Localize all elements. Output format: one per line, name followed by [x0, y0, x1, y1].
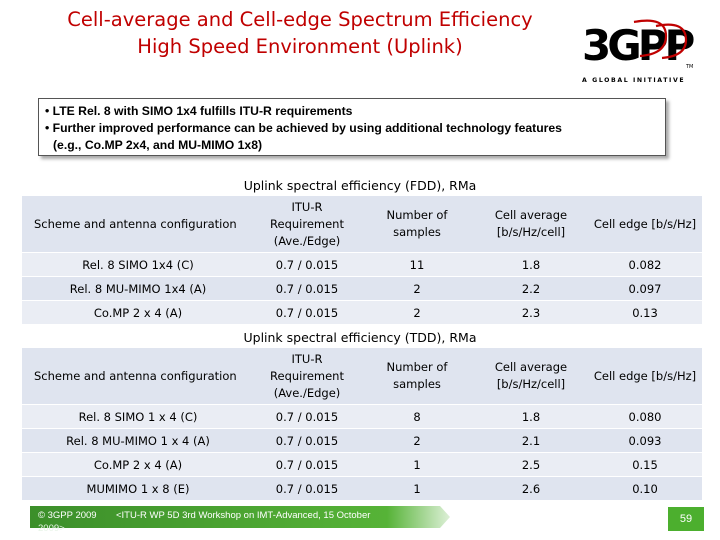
- cell-requirement: 0.7 / 0.015: [254, 404, 360, 429]
- bullet-2-continuation: (e.g., Co.MP 2x4, and MU-MIMO 1x8): [53, 138, 263, 152]
- bullet-box: • LTE Rel. 8 with SIMO 1x4 fulfills ITU-…: [38, 98, 666, 156]
- cell-samples: 11: [360, 252, 474, 277]
- cell-edge: 0.093: [588, 428, 702, 453]
- footer-bar: [30, 506, 450, 528]
- cell-edge: 0.15: [588, 452, 702, 477]
- cell-edge: 0.097: [588, 276, 702, 301]
- cell-samples: 8: [360, 404, 474, 429]
- footer-text: © 3GPP 2009 <ITU-R WP 5D 3rd Workshop on …: [38, 510, 370, 521]
- table-tdd: Scheme and antenna configuration ITU-R R…: [22, 348, 702, 501]
- table-row: Rel. 8 MU-MIMO 1x4 (A) 0.7 / 0.015 2 2.2…: [22, 276, 702, 301]
- table-header-row: Scheme and antenna configuration ITU-R R…: [22, 196, 702, 253]
- table-fdd-caption: Uplink spectral efficiency (FDD), RMa: [243, 178, 477, 193]
- cell-requirement: 0.7 / 0.015: [254, 276, 360, 301]
- header-cell-average: Cell average [b/s/Hz/cell]: [474, 196, 588, 253]
- cell-samples: 1: [360, 452, 474, 477]
- cell-average: 2.5: [474, 452, 588, 477]
- header-itu-requirement: ITU-R Requirement (Ave./Edge): [254, 196, 360, 253]
- logo-tagline: A GLOBAL INITIATIVE: [582, 77, 685, 84]
- footer-event: <ITU-R WP 5D 3rd Workshop on IMT-Advance…: [116, 510, 371, 521]
- cell-scheme: Rel. 8 MU-MIMO 1x4 (A): [22, 276, 254, 301]
- header-scheme: Scheme and antenna configuration: [22, 196, 254, 253]
- cell-scheme: Co.MP 2 x 4 (A): [22, 300, 254, 325]
- cell-average: 2.1: [474, 428, 588, 453]
- cell-scheme: Rel. 8 MU-MIMO 1 x 4 (A): [22, 428, 254, 453]
- cell-average: 1.8: [474, 404, 588, 429]
- title-line-1: Cell-average and Cell-edge Spectrum Effi…: [67, 8, 533, 31]
- table-header-row: Scheme and antenna configuration ITU-R R…: [22, 348, 702, 405]
- cell-samples: 2: [360, 276, 474, 301]
- cell-scheme: MUMIMO 1 x 8 (E): [22, 476, 254, 501]
- cell-samples: 2: [360, 300, 474, 325]
- cell-edge: 0.080: [588, 404, 702, 429]
- table-row: Co.MP 2 x 4 (A) 0.7 / 0.015 1 2.5 0.15: [22, 452, 702, 477]
- header-cell-average: Cell average [b/s/Hz/cell]: [474, 348, 588, 405]
- bullet-2: • Further improved performance can be ac…: [45, 121, 562, 135]
- header-itu-requirement: ITU-R Requirement (Ave./Edge): [254, 348, 360, 405]
- cell-average: 2.3: [474, 300, 588, 325]
- header-cell-edge: Cell edge [b/s/Hz]: [588, 348, 702, 405]
- cell-scheme: Co.MP 2 x 4 (A): [22, 452, 254, 477]
- cell-scheme: Rel. 8 SIMO 1x4 (C): [22, 252, 254, 277]
- header-scheme: Scheme and antenna configuration: [22, 348, 254, 405]
- cell-requirement: 0.7 / 0.015: [254, 252, 360, 277]
- header-cell-edge: Cell edge [b/s/Hz]: [588, 196, 702, 253]
- cell-edge: 0.10: [588, 476, 702, 501]
- cell-edge: 0.082: [588, 252, 702, 277]
- table-row: Rel. 8 SIMO 1 x 4 (C) 0.7 / 0.015 8 1.8 …: [22, 404, 702, 429]
- cell-average: 2.6: [474, 476, 588, 501]
- cell-samples: 2: [360, 428, 474, 453]
- cell-requirement: 0.7 / 0.015: [254, 452, 360, 477]
- slide-title: Cell-average and Cell-edge Spectrum Effi…: [40, 6, 560, 60]
- logo-tm: TM: [685, 64, 693, 70]
- table-row: MUMIMO 1 x 8 (E) 0.7 / 0.015 1 2.6 0.10: [22, 476, 702, 501]
- title-line-2: High Speed Environment (Uplink): [137, 35, 463, 58]
- footer-copyright: © 3GPP 2009: [38, 510, 97, 521]
- cell-samples: 1: [360, 476, 474, 501]
- cell-scheme: Rel. 8 SIMO 1 x 4 (C): [22, 404, 254, 429]
- page-number: 59: [668, 507, 704, 531]
- cell-requirement: 0.7 / 0.015: [254, 428, 360, 453]
- table-row: Rel. 8 MU-MIMO 1 x 4 (A) 0.7 / 0.015 2 2…: [22, 428, 702, 453]
- table-tdd-caption: Uplink spectral efficiency (TDD), RMa: [243, 330, 477, 345]
- header-number-of-samples: Number of samples: [360, 348, 474, 405]
- cell-average: 2.2: [474, 276, 588, 301]
- table-fdd: Scheme and antenna configuration ITU-R R…: [22, 196, 702, 325]
- bullet-1: • LTE Rel. 8 with SIMO 1x4 fulfills ITU-…: [45, 104, 353, 118]
- cell-requirement: 0.7 / 0.015: [254, 300, 360, 325]
- cell-average: 1.8: [474, 252, 588, 277]
- cell-requirement: 0.7 / 0.015: [254, 476, 360, 501]
- footer-event-continuation: 2009>: [38, 523, 65, 534]
- cell-edge: 0.13: [588, 300, 702, 325]
- header-number-of-samples: Number of samples: [360, 196, 474, 253]
- table-row: Co.MP 2 x 4 (A) 0.7 / 0.015 2 2.3 0.13: [22, 300, 702, 325]
- table-row: Rel. 8 SIMO 1x4 (C) 0.7 / 0.015 11 1.8 0…: [22, 252, 702, 277]
- 3gpp-logo: 3GPP TM A GLOBAL INITIATIVE: [582, 19, 698, 84]
- logo-wordmark: 3GPP: [582, 21, 694, 70]
